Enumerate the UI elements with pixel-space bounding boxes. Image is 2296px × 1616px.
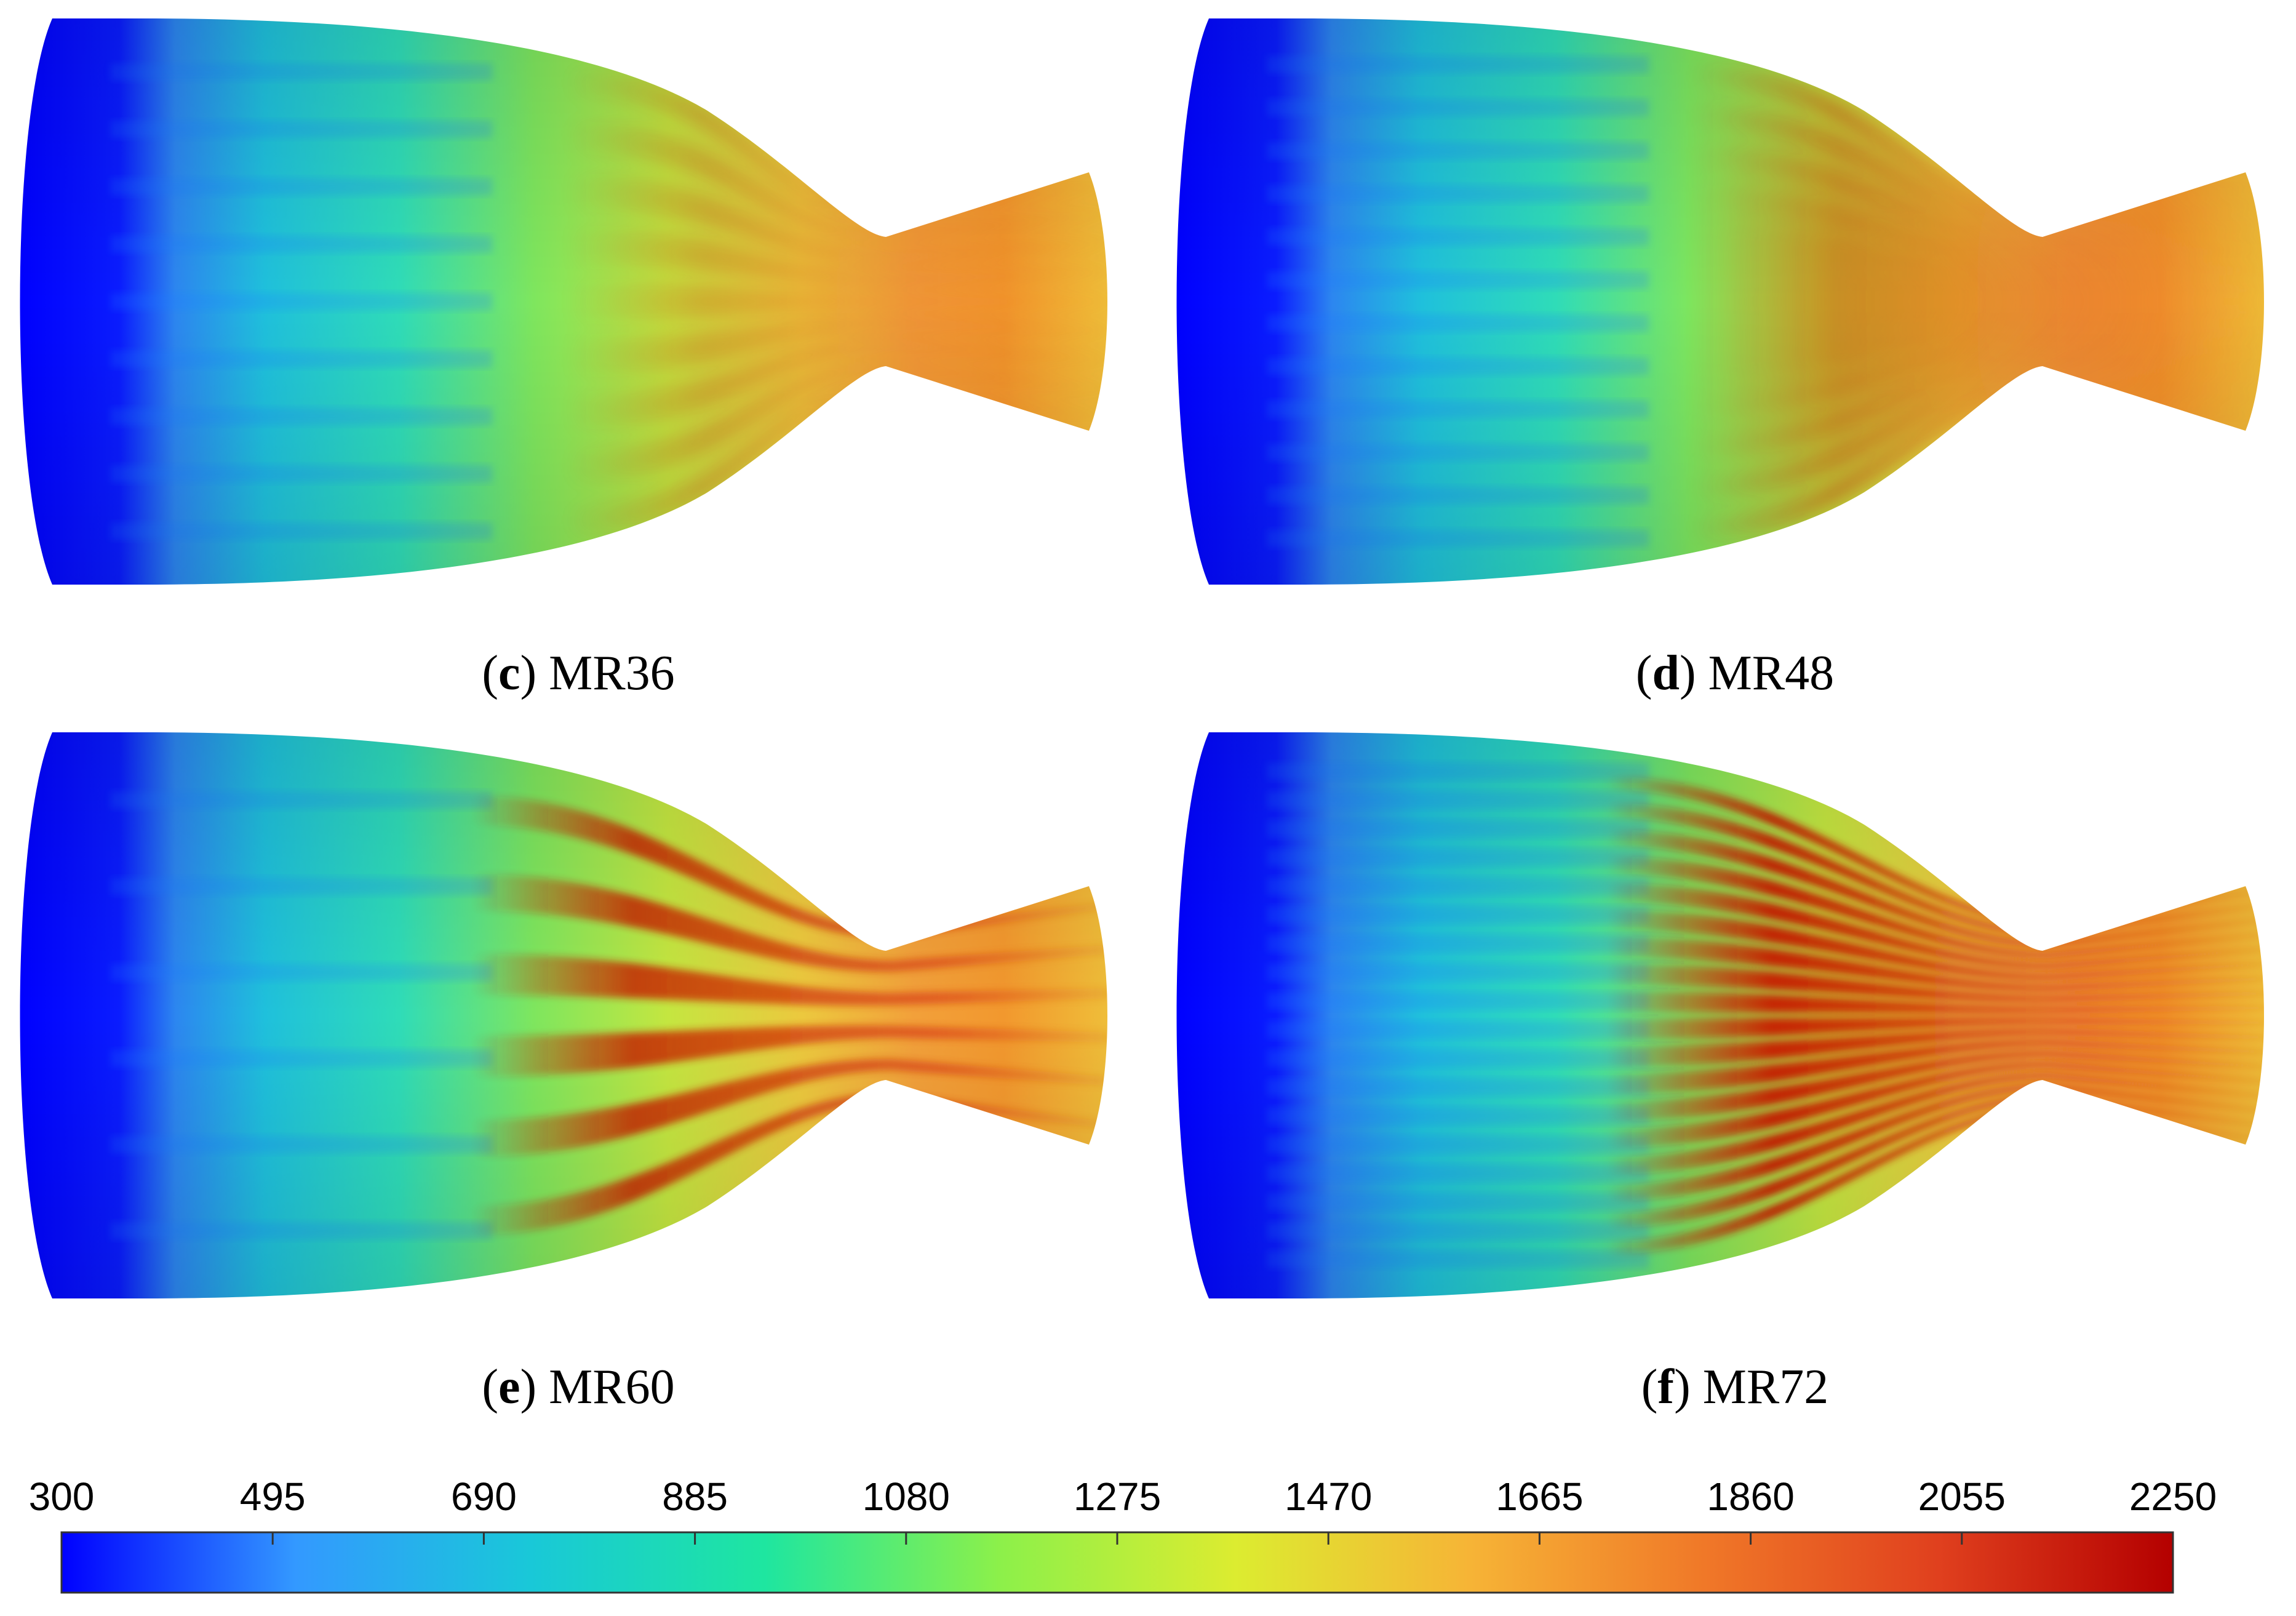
caption-letter: e — [498, 1360, 520, 1414]
panel-d: (d) MR48 — [1176, 18, 2264, 700]
colorbar-tick-label: 1275 — [1074, 1474, 1161, 1519]
panel-e: (e) MR60 — [20, 732, 1107, 1414]
colorbar-tick-label: 1665 — [1496, 1474, 1583, 1519]
colorbar: 300 495 690 885 1080 1275 1470 1665 1860 2055 2250 — [29, 1474, 2217, 1594]
panel-caption-d: (d) MR48 — [1636, 646, 1834, 700]
caption-name: MR60 — [549, 1360, 675, 1414]
colorbar-tick-label: 2250 — [2129, 1474, 2217, 1519]
colorbar-tick-label: 690 — [451, 1474, 517, 1519]
colorbar-tick-label: 2055 — [1918, 1474, 2006, 1519]
panel-caption-c: (c) MR36 — [482, 646, 674, 700]
caption-name: MR72 — [1703, 1360, 1829, 1414]
panel-f: (f) MR72 — [1176, 732, 2264, 1414]
panel-c: (c) MR36 — [20, 18, 1107, 700]
colorbar-tick-label: 1470 — [1285, 1474, 1372, 1519]
nozzle-d — [1176, 18, 2264, 585]
caption-letter: f — [1657, 1360, 1675, 1414]
panel-caption-e: (e) MR60 — [482, 1360, 674, 1414]
colorbar-tick-label: 300 — [29, 1474, 95, 1519]
colorbar-tick-label: 1080 — [863, 1474, 950, 1519]
colorbar-tick-label: 495 — [240, 1474, 306, 1519]
colorbar-tick-label: 885 — [662, 1474, 728, 1519]
colorbar-tick-label: 1860 — [1707, 1474, 1794, 1519]
caption-name: MR48 — [1708, 646, 1835, 700]
caption-name: MR36 — [549, 646, 675, 700]
nozzle-f — [1176, 732, 2264, 1298]
caption-letter: c — [498, 646, 520, 700]
nozzle-c — [20, 18, 1107, 585]
nozzle-e — [20, 732, 1107, 1298]
caption-letter: d — [1652, 646, 1680, 700]
panel-caption-f: (f) MR72 — [1641, 1360, 1828, 1414]
